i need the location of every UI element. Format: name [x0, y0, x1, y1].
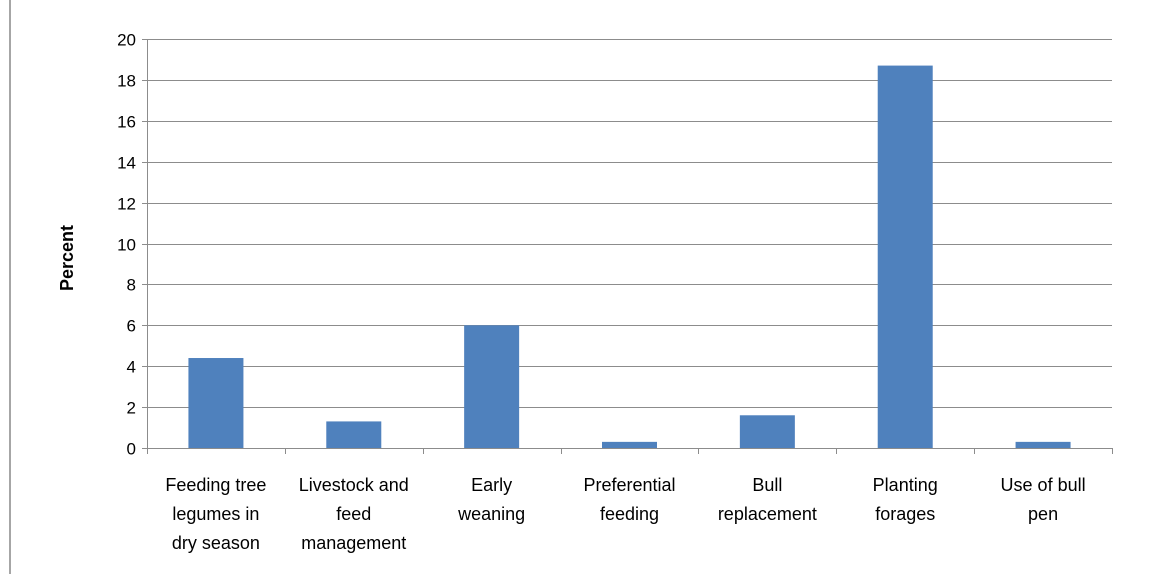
x-category-label: weaning: [457, 504, 525, 524]
y-tick-labels: 0 2 4 6 8 10 12 14 16 18 20: [117, 31, 136, 459]
bar: [326, 421, 382, 448]
y-tick-label: 18: [117, 72, 136, 91]
x-category-label: Bull: [752, 475, 782, 495]
x-category-label: Use of bull: [1001, 475, 1086, 495]
y-axis-label: Percent: [57, 225, 77, 291]
y-tick-label: 20: [117, 31, 136, 50]
x-category-label: replacement: [718, 504, 817, 524]
y-tick-label: 10: [117, 236, 136, 255]
bar: [1015, 441, 1071, 448]
y-tick-label: 6: [127, 317, 136, 336]
x-category-label: Early: [471, 475, 512, 495]
axes: [142, 39, 1113, 454]
y-tick-label: 0: [127, 440, 136, 459]
x-category-label: pen: [1028, 504, 1058, 524]
x-category-label: Planting: [873, 475, 938, 495]
frame-border-line: [9, 0, 11, 574]
x-category-label: management: [301, 533, 406, 553]
x-category-label: dry season: [172, 533, 260, 553]
bar: [464, 325, 520, 448]
x-category-label: Preferential: [583, 475, 675, 495]
x-category-label: feed: [336, 504, 371, 524]
gridlines: [147, 39, 1112, 408]
y-tick-label: 4: [127, 358, 136, 377]
x-category-label: feeding: [600, 504, 659, 524]
bar: [602, 441, 657, 448]
y-tick-label: 14: [117, 154, 136, 173]
bars: [188, 65, 1071, 449]
bar: [739, 415, 795, 448]
bar: [877, 65, 933, 449]
x-category-label: Livestock and: [299, 475, 409, 495]
y-tick-label: 8: [127, 276, 136, 295]
x-category-label: forages: [875, 504, 935, 524]
x-category-label: Feeding tree: [165, 475, 266, 495]
y-tick-label: 2: [127, 399, 136, 418]
y-tick-label: 16: [117, 113, 136, 132]
y-tick-label: 12: [117, 195, 136, 214]
x-category-labels: Feeding tree legumes in dry season Livestoc…: [165, 475, 1085, 553]
bar: [188, 358, 244, 448]
x-category-label: legumes in: [172, 504, 259, 524]
